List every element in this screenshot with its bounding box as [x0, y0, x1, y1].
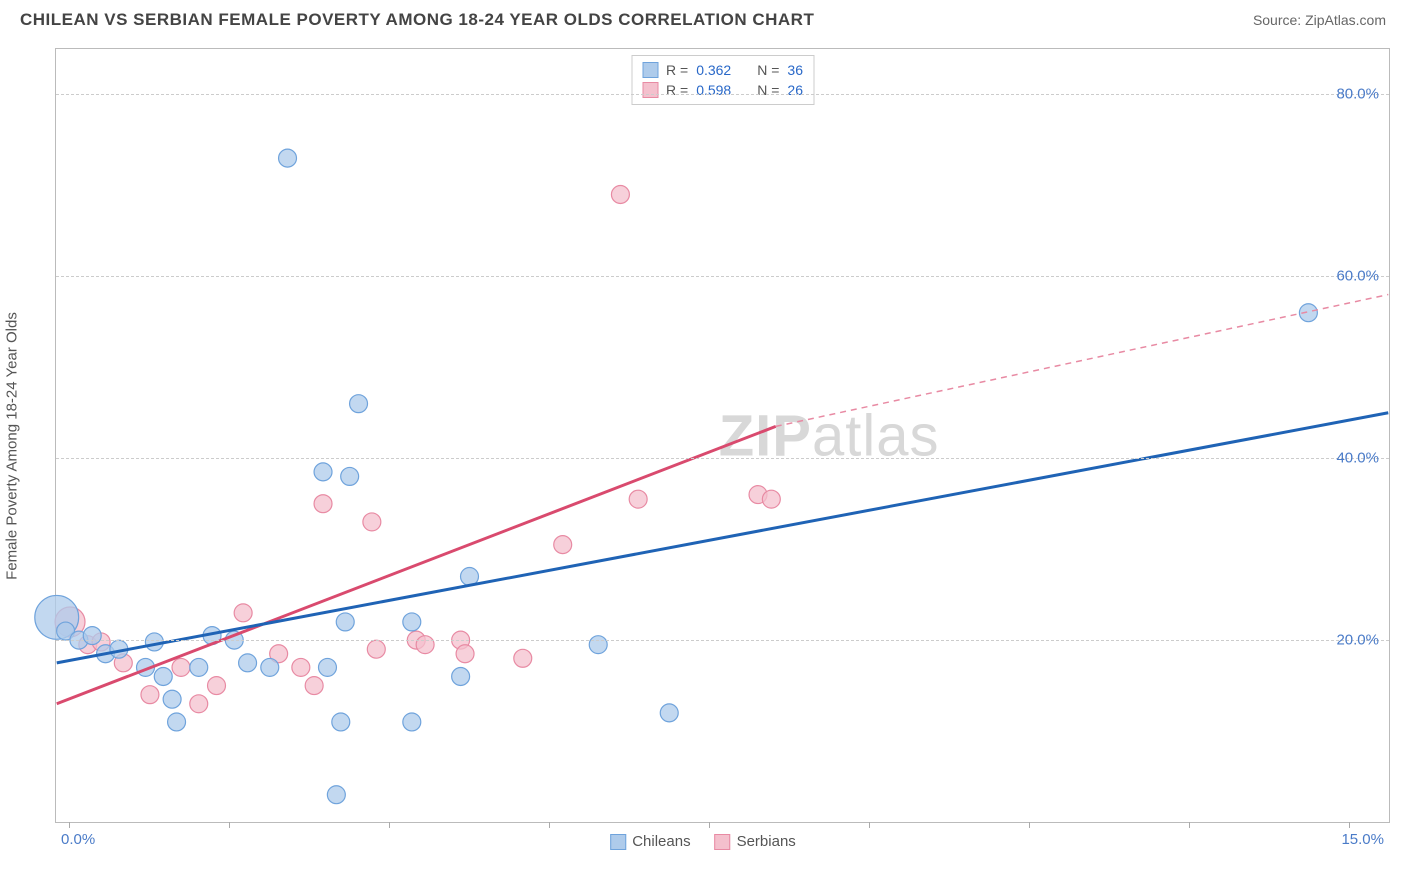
- chilean-point: [660, 704, 678, 722]
- x-tick: [1349, 822, 1350, 828]
- x-tick: [69, 822, 70, 828]
- chart-source: Source: ZipAtlas.com: [1253, 12, 1386, 28]
- chilean-point: [154, 668, 172, 686]
- serbian-point: [416, 636, 434, 654]
- chilean-point: [452, 668, 470, 686]
- legend-n-label: N =: [757, 82, 779, 98]
- gridline: [56, 640, 1389, 641]
- x-tick: [549, 822, 550, 828]
- serbian-point: [611, 186, 629, 204]
- serbian-point: [172, 658, 190, 676]
- x-tick: [229, 822, 230, 828]
- x-tick: [1029, 822, 1030, 828]
- chilean-point: [168, 713, 186, 731]
- chilean-point: [190, 658, 208, 676]
- chilean-point: [163, 690, 181, 708]
- legend-row: R = 0.362 N = 36: [642, 60, 803, 80]
- gridline: [56, 458, 1389, 459]
- serbian-point: [292, 658, 310, 676]
- legend-n-value: 26: [787, 82, 803, 98]
- chilean-point: [403, 613, 421, 631]
- legend-r-value: 0.598: [696, 82, 731, 98]
- x-tick-label-start: 0.0%: [61, 831, 95, 848]
- y-tick-label: 60.0%: [1336, 268, 1379, 285]
- legend-n-label: N =: [757, 62, 779, 78]
- serbian-point: [554, 536, 572, 554]
- legend-series-label: Chileans: [632, 833, 690, 850]
- x-tick: [389, 822, 390, 828]
- y-tick-label: 20.0%: [1336, 632, 1379, 649]
- chilean-point: [589, 636, 607, 654]
- legend-swatch: [715, 834, 731, 850]
- serbian-point: [141, 686, 159, 704]
- x-tick: [709, 822, 710, 828]
- gridline: [56, 94, 1389, 95]
- legend-r-label: R =: [666, 62, 688, 78]
- legend-swatch: [642, 62, 658, 78]
- serbian-point: [514, 649, 532, 667]
- trend-line: [776, 295, 1389, 427]
- serbian-point: [305, 677, 323, 695]
- serbian-point: [314, 495, 332, 513]
- chart-header: CHILEAN VS SERBIAN FEMALE POVERTY AMONG …: [0, 0, 1406, 38]
- chilean-point: [350, 395, 368, 413]
- legend-n-value: 36: [787, 62, 803, 78]
- legend-swatch: [610, 834, 626, 850]
- chilean-point: [327, 786, 345, 804]
- serbian-point: [762, 490, 780, 508]
- chilean-point: [83, 627, 101, 645]
- y-tick-label: 40.0%: [1336, 450, 1379, 467]
- legend-r-value: 0.362: [696, 62, 731, 78]
- legend-series-item: Chileans: [610, 833, 690, 850]
- chilean-point: [403, 713, 421, 731]
- chilean-point: [239, 654, 257, 672]
- chilean-point: [279, 149, 297, 167]
- chilean-point: [314, 463, 332, 481]
- chart-title: CHILEAN VS SERBIAN FEMALE POVERTY AMONG …: [20, 10, 814, 30]
- chilean-point: [336, 613, 354, 631]
- serbian-point: [367, 640, 385, 658]
- serbian-point: [456, 645, 474, 663]
- chart-area: ZIPatlas R =0.362N =36R =0.598N =26 20.0…: [55, 48, 1390, 823]
- chilean-point: [332, 713, 350, 731]
- legend-series-item: Serbians: [715, 833, 796, 850]
- serbian-point: [629, 490, 647, 508]
- plot-svg: [56, 49, 1389, 822]
- gridline: [56, 276, 1389, 277]
- serbian-point: [363, 513, 381, 531]
- y-axis-label: Female Poverty Among 18-24 Year Olds: [4, 312, 21, 580]
- y-tick-label: 80.0%: [1336, 86, 1379, 103]
- chilean-point: [318, 658, 336, 676]
- legend-r-label: R =: [666, 82, 688, 98]
- x-tick: [869, 822, 870, 828]
- legend-row: R = 0.598 N = 26: [642, 80, 803, 100]
- legend-correlation: R = 0.362 N = 36 R = 0.598 N = 26: [631, 55, 814, 105]
- trend-line: [57, 426, 776, 703]
- legend-series: Chileans Serbians: [610, 833, 796, 850]
- serbian-point: [190, 695, 208, 713]
- legend-series-label: Serbians: [737, 833, 796, 850]
- chilean-point: [341, 467, 359, 485]
- serbian-point: [208, 677, 226, 695]
- x-tick: [1189, 822, 1190, 828]
- legend-swatch: [642, 82, 658, 98]
- x-tick-label-end: 15.0%: [1341, 831, 1384, 848]
- serbian-point: [234, 604, 252, 622]
- trend-line: [57, 413, 1389, 663]
- chilean-point: [261, 658, 279, 676]
